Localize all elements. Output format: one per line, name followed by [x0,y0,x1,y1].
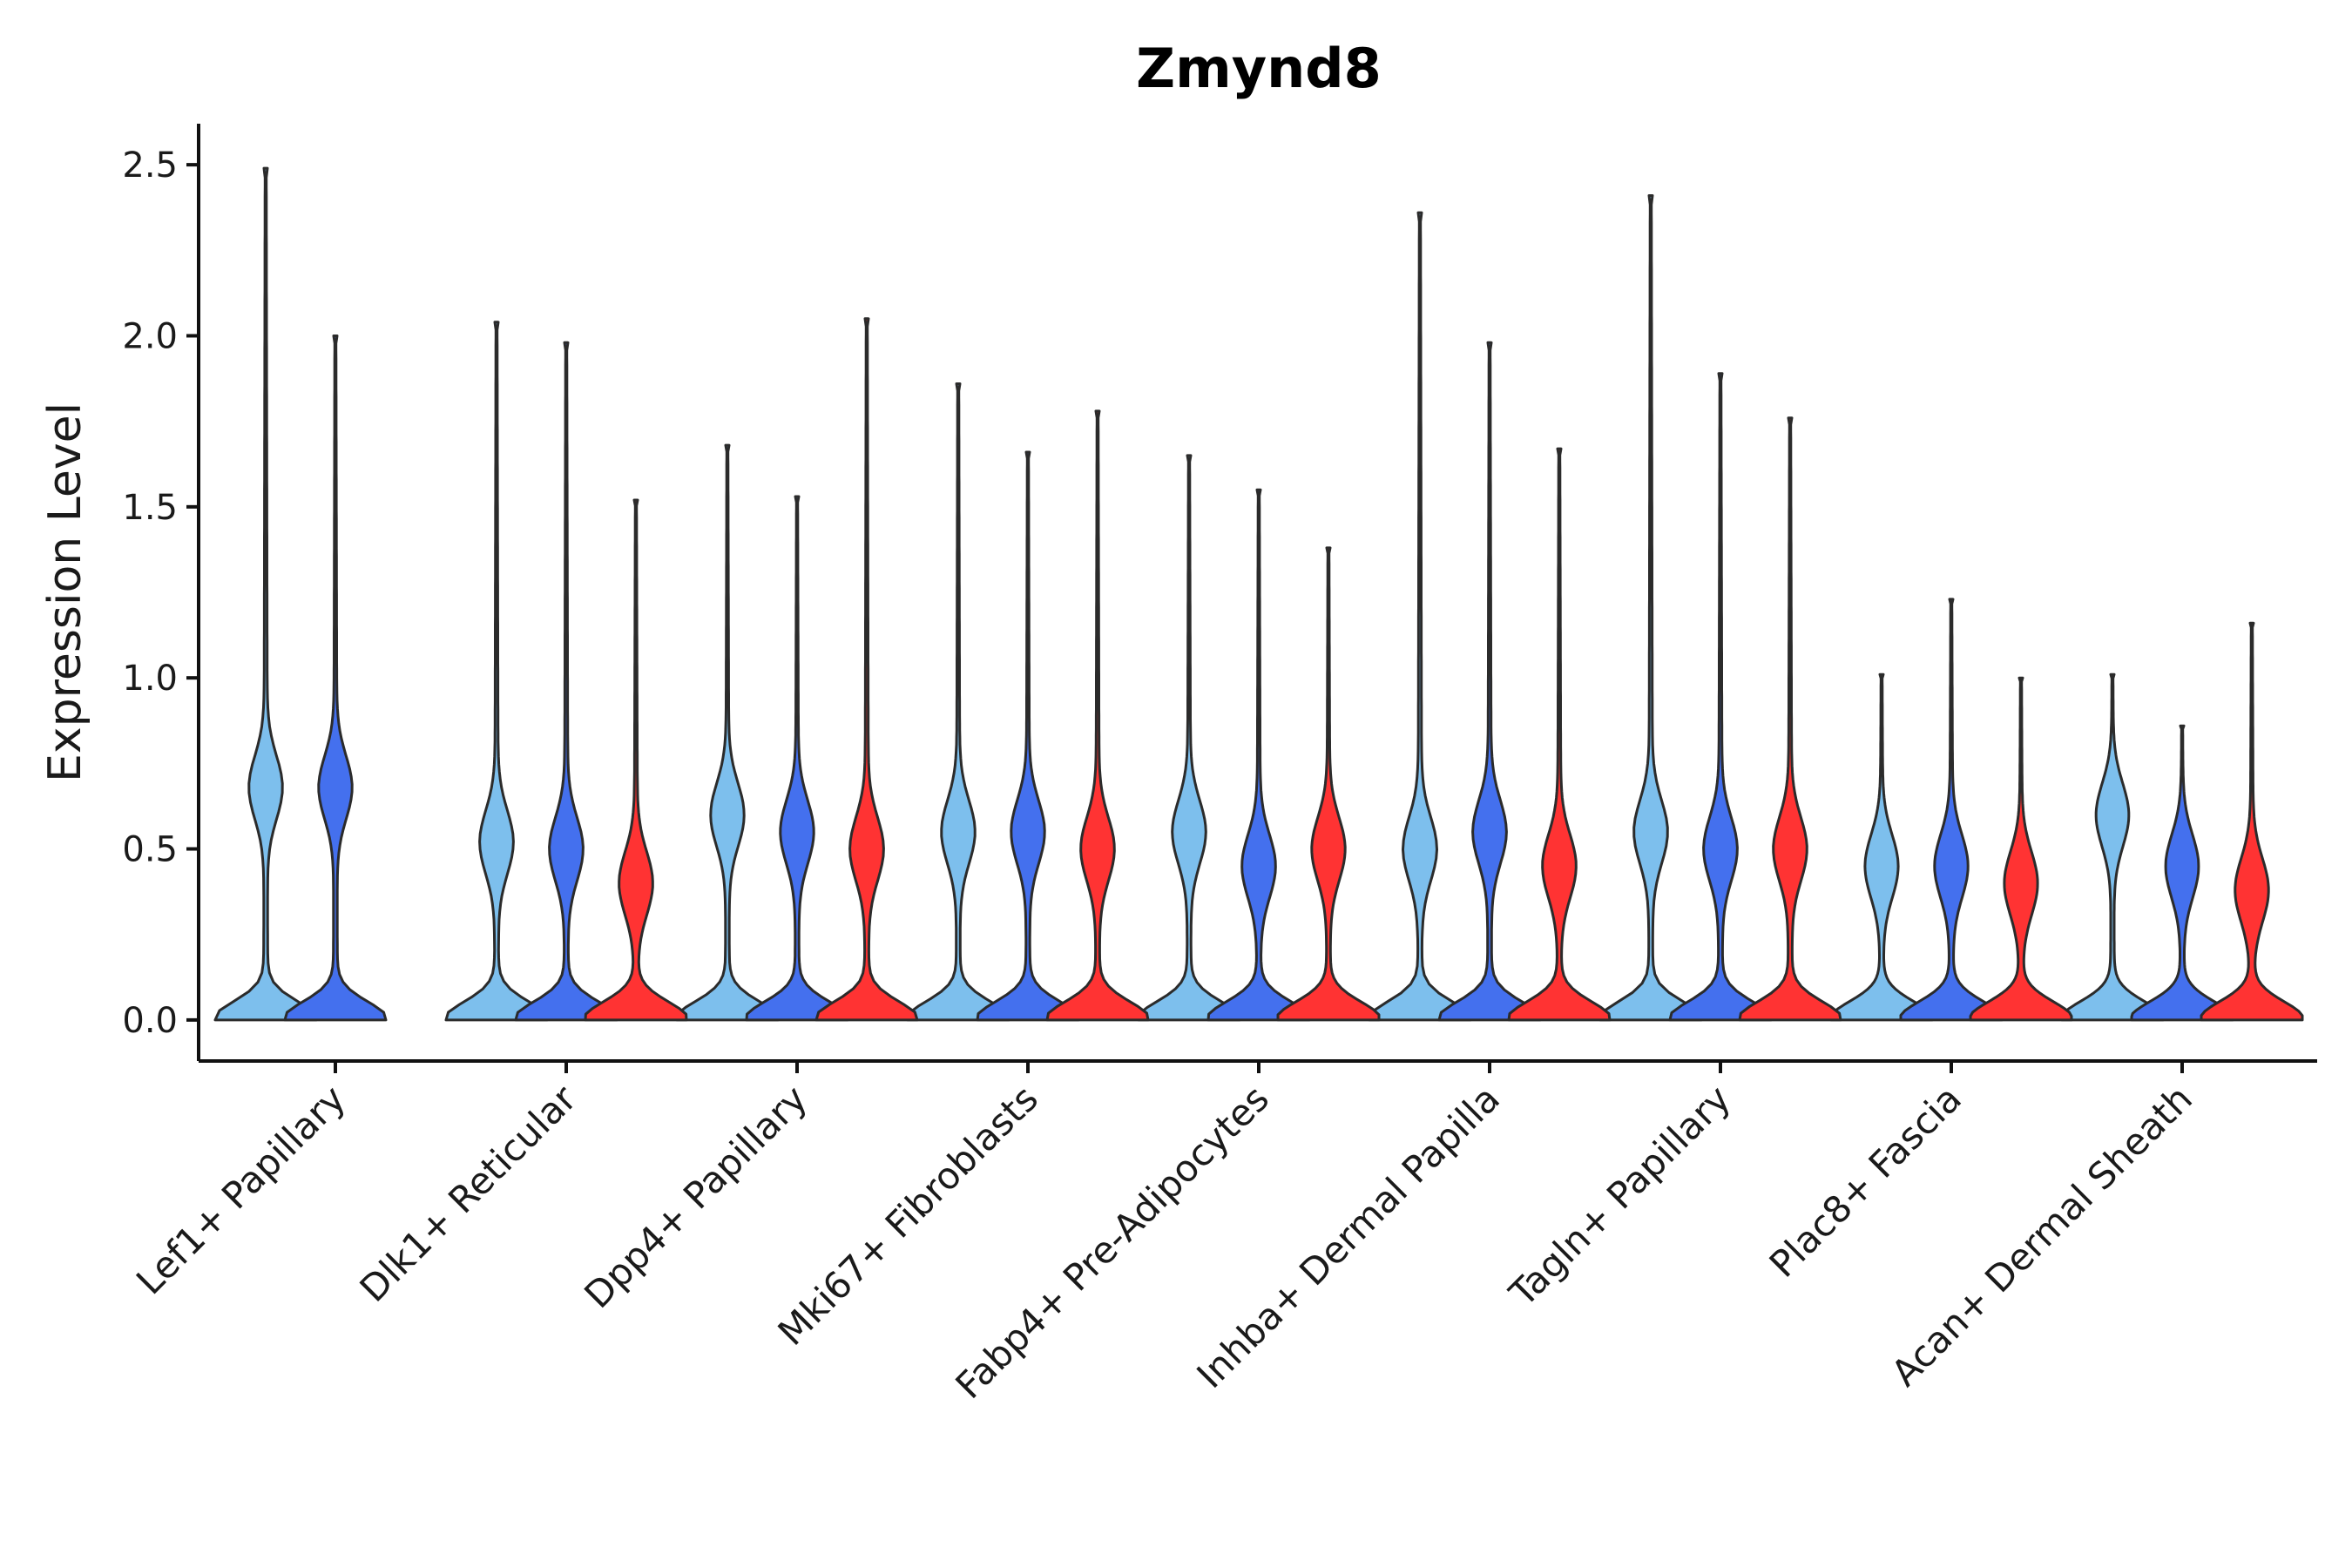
violin-group-light-blue-9 [2060,672,2165,1022]
violin-group-red-7 [1738,416,1842,1022]
violin-group-blue-7 [1668,372,1773,1022]
y-tick-label: 2.5 [122,145,178,186]
x-tick-label: Dlk1+ Reticular [352,1077,585,1310]
violin-group-light-blue-2 [444,321,549,1022]
violin-group-blue-2 [514,341,618,1022]
y-tick-label: 0.0 [122,1001,178,1041]
violin-group-red-5 [1276,546,1381,1022]
violin-group-red-2 [584,498,688,1022]
x-tick-label: Mki67+ Fibroblasts [770,1077,1046,1353]
x-tick-label: Dpp4+ Papillary [576,1077,815,1316]
violin-group-blue-5 [1206,488,1311,1022]
violin-group-light-blue-5 [1137,454,1241,1022]
violin-group-blue-4 [976,450,1080,1022]
violins-layer [213,166,2304,1022]
y-tick-label: 0.5 [122,830,178,870]
x-tick-label: Plac8+ Fascia [1761,1077,1970,1285]
x-tick-label: Tagln+ Papillary [1501,1077,1739,1315]
violin-group-light-blue-6 [1368,211,1472,1022]
chart-title: Zmynd8 [1136,37,1382,100]
violin-group-blue-3 [745,495,849,1022]
violin-group-red-3 [814,317,919,1022]
violin-group-blue-6 [1437,341,1542,1022]
violin-group-blue-9 [2130,724,2234,1022]
violin-group-light-blue-4 [906,382,1010,1022]
y-axis-title: Expression Level [39,402,91,782]
violin-group-blue-8 [1899,598,2004,1022]
violin-group-light-blue-7 [1598,194,1703,1022]
violin-group-red-6 [1507,447,1612,1022]
violin-group-red-4 [1045,409,1150,1022]
violin-group-blue-1 [283,335,388,1022]
violin-group-red-9 [2200,621,2304,1022]
violin-group-light-blue-1 [213,166,318,1022]
violin-group-light-blue-3 [675,443,780,1022]
violin-group-red-8 [1969,676,2073,1022]
y-tick-label: 1.0 [122,659,178,699]
y-tick-label: 2.0 [122,316,178,356]
x-tick-label: Lef1+ Papillary [128,1077,354,1302]
y-tick-label: 1.5 [122,488,178,528]
violin-group-light-blue-8 [1829,672,1934,1022]
